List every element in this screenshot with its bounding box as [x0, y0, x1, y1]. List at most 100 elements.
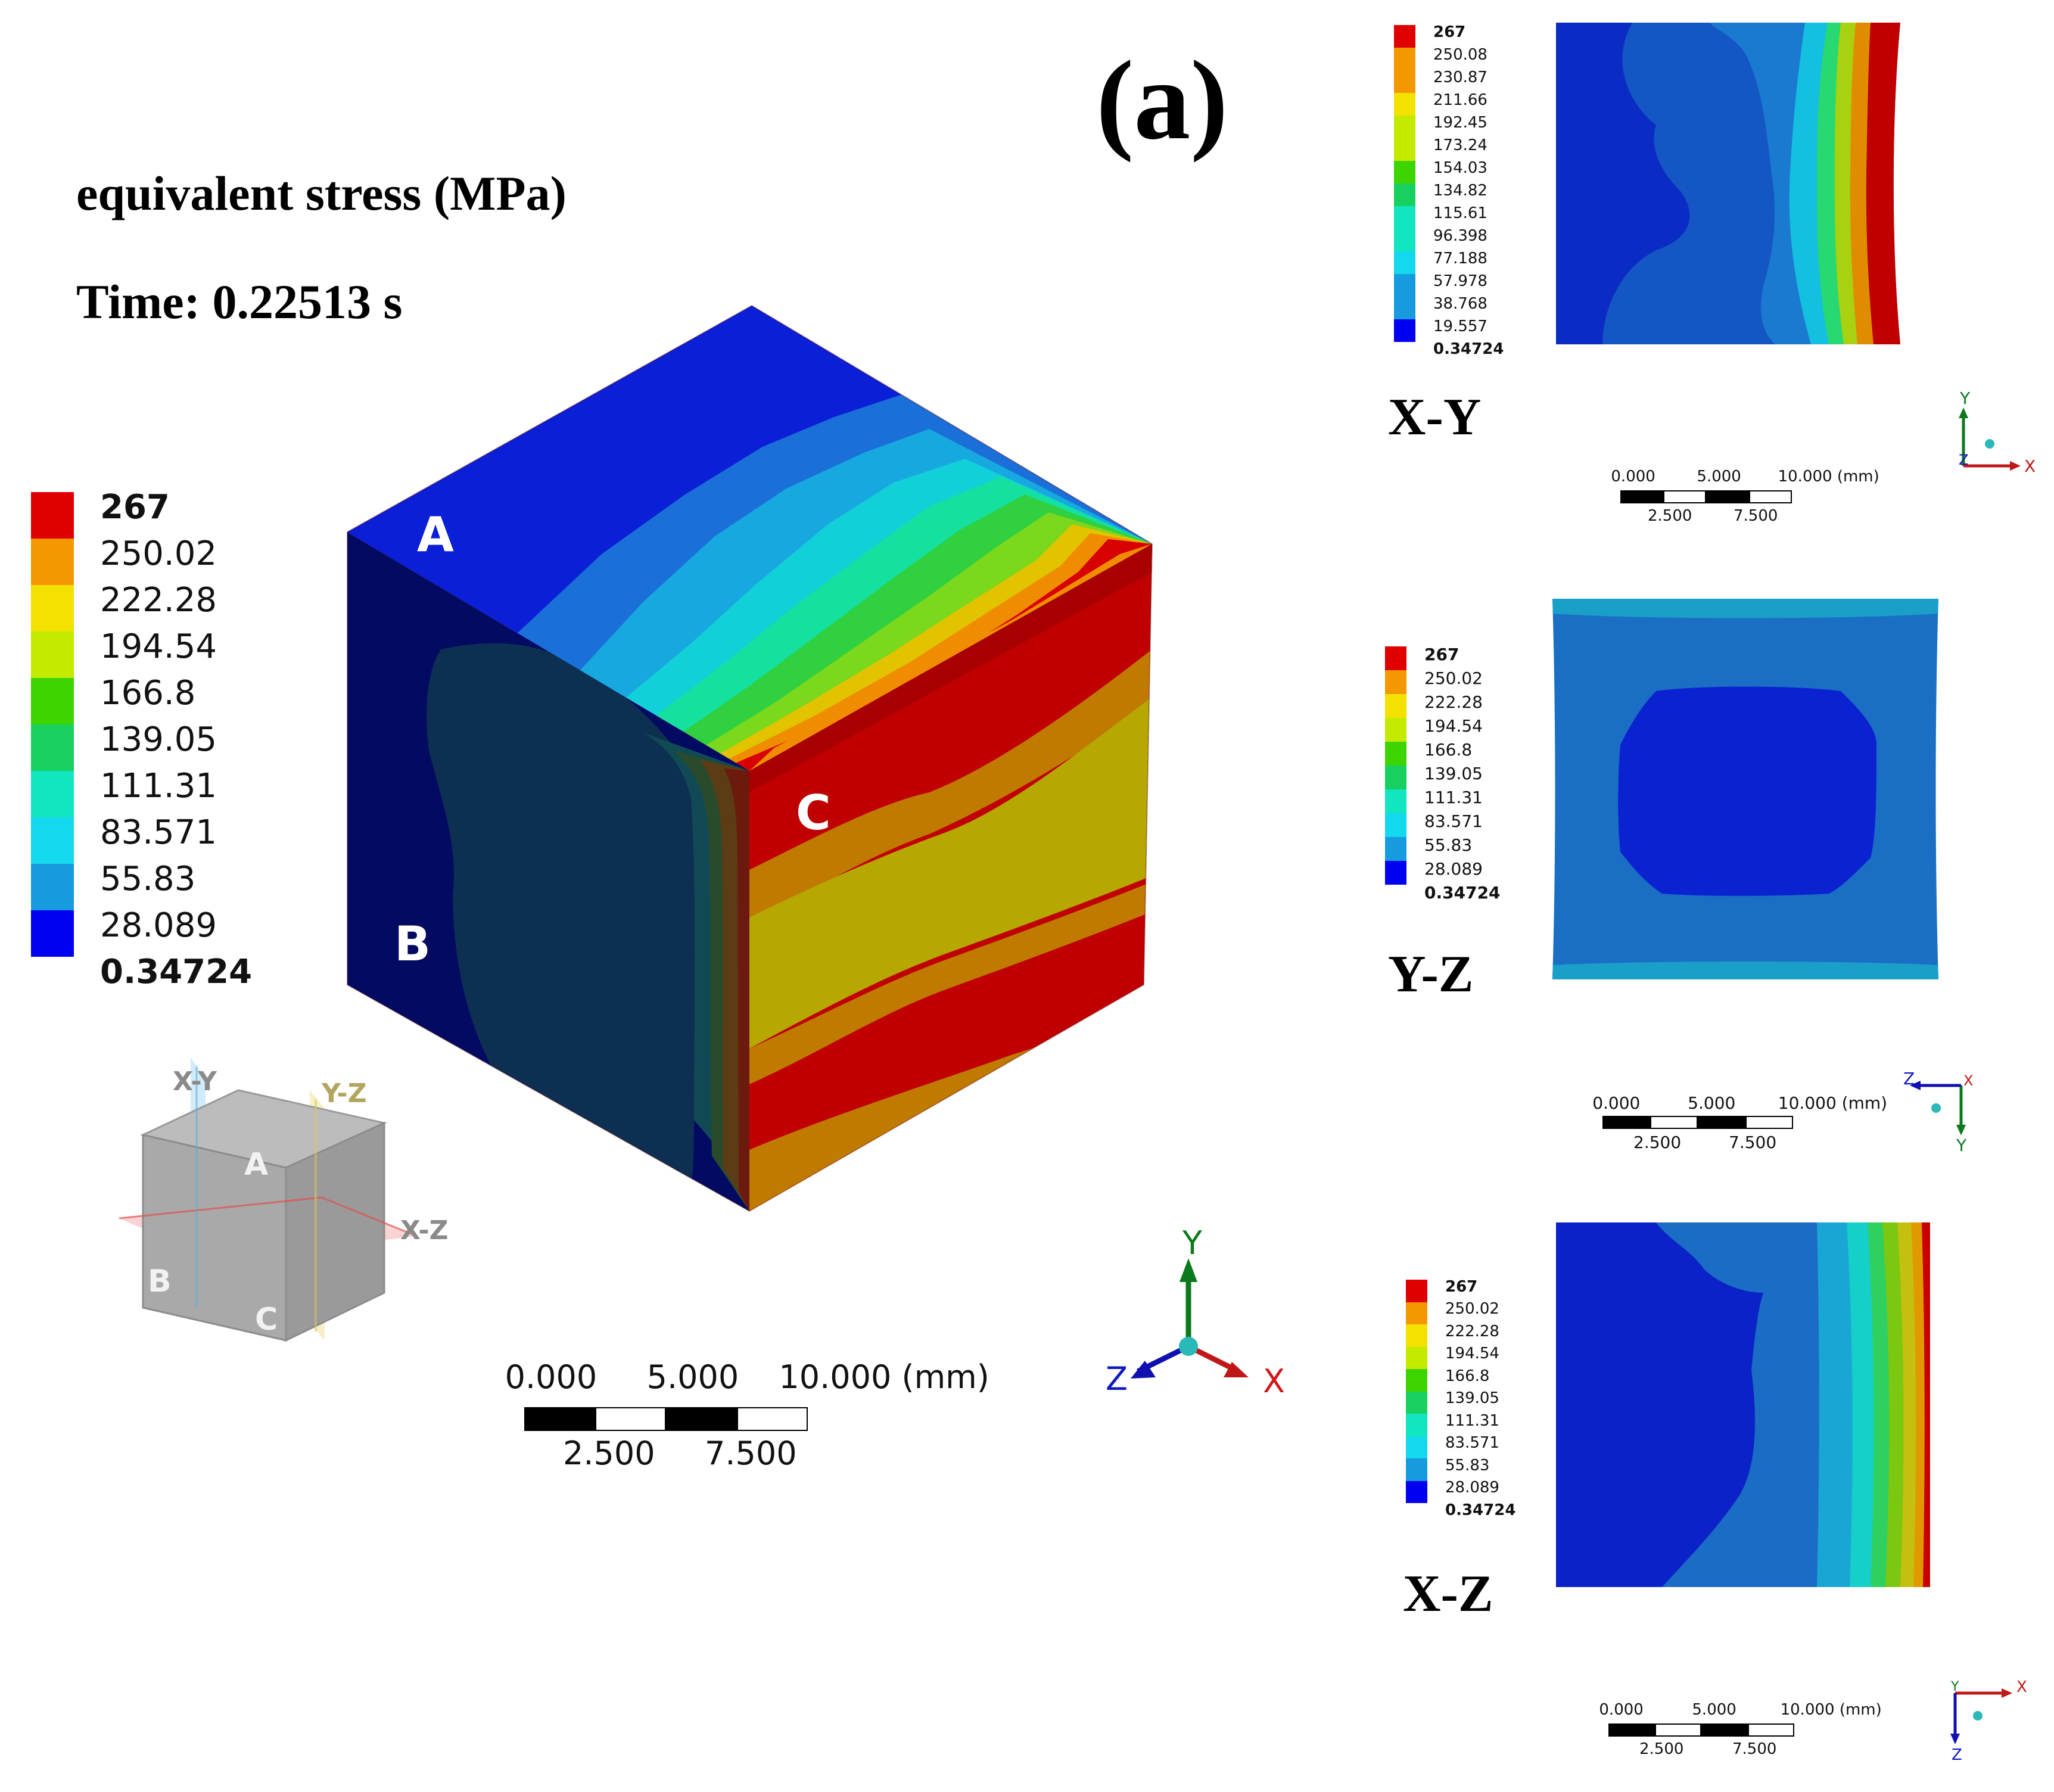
legend-value: 28.089 — [100, 906, 217, 945]
scale-label-top: 5.000 — [646, 1358, 739, 1396]
legend-swatch — [1394, 206, 1415, 229]
scale-label-top: 0.000 — [1599, 1701, 1644, 1719]
legend-value: 222.28 — [100, 581, 217, 620]
legend-swatch — [1394, 297, 1415, 319]
scale-segment — [1608, 1723, 1655, 1737]
legend-value: 166.8 — [100, 674, 196, 713]
legend-swatch — [31, 910, 74, 957]
xy-section-plot — [1556, 23, 1900, 344]
legend-swatch — [31, 724, 74, 771]
legend-value: 139.05 — [1424, 763, 1483, 783]
scale-segment — [1749, 490, 1792, 503]
scale-label-bottom: 7.500 — [1732, 1740, 1777, 1758]
face-b-contours — [347, 532, 749, 1211]
legend-swatch — [1385, 861, 1406, 885]
legend-value: 55.83 — [100, 860, 196, 899]
xz-axis-h: X — [2016, 1678, 2027, 1696]
legend-swatch — [31, 864, 74, 910]
scale-segment — [595, 1407, 666, 1431]
legend-value: 194.54 — [1424, 715, 1483, 736]
legend-value: 28.089 — [1424, 858, 1483, 879]
scale-segment — [1602, 1116, 1650, 1129]
legend-value: 211.66 — [1433, 91, 1487, 109]
legend-swatch — [1394, 229, 1415, 251]
panel-label: (a) — [1096, 38, 1228, 163]
xy-axis-v: Y — [1959, 388, 1971, 408]
legend-value: 267 — [1424, 644, 1459, 664]
legend-swatch — [31, 817, 74, 864]
legend-value: 19.557 — [1433, 317, 1487, 335]
xy-axis-third: Z — [1959, 452, 1968, 468]
legend-swatch — [1394, 251, 1415, 274]
yz-scale-bar: 0.000 5.000 10.000 (mm) 2.500 7.500 — [1585, 1093, 1894, 1159]
legend-value: 154.03 — [1433, 158, 1487, 177]
scale-label-bottom: 2.500 — [1633, 1133, 1682, 1152]
yz-axis-third: X — [1963, 1072, 1973, 1089]
legend-swatch — [31, 678, 74, 724]
legend-value: 166.8 — [1424, 739, 1473, 760]
legend-swatch — [31, 585, 74, 631]
scale-segment — [1745, 1116, 1793, 1129]
yz-axis-v: Y — [1956, 1135, 1967, 1155]
scale-segment — [1650, 1116, 1698, 1129]
legend-value: 38.768 — [1433, 294, 1487, 313]
schematic-face-b: B — [148, 1264, 172, 1299]
legend-swatch — [1385, 813, 1406, 837]
legend-swatch — [1406, 1346, 1427, 1369]
plot-title: equivalent stress (MPa) — [76, 166, 567, 220]
legend-value: 57.978 — [1433, 272, 1487, 290]
legend-value: 194.54 — [100, 627, 217, 667]
scale-label-top: 0.000 — [505, 1358, 597, 1396]
legend-swatch — [1406, 1480, 1427, 1503]
legend-swatch — [1394, 48, 1415, 70]
legend-swatch — [1385, 742, 1406, 766]
scale-segment — [1663, 490, 1706, 503]
main-stress-cube: A B C — [347, 304, 1153, 1212]
legend-value: 139.05 — [100, 720, 217, 760]
yz-section-plot — [1552, 599, 1938, 979]
scale-segment — [1748, 1723, 1794, 1737]
legend-value: 250.02 — [100, 534, 217, 574]
scale-segment — [524, 1407, 595, 1431]
scale-segment — [737, 1407, 808, 1431]
scale-label-bottom: 7.500 — [1734, 507, 1778, 525]
xz-scale-bar: 0.000 5.000 10.000 (mm) 2.500 7.500 — [1591, 1701, 1900, 1766]
legend-swatch — [1394, 25, 1415, 48]
view-label-xy: X-Y — [1388, 388, 1482, 446]
legend-swatch — [1406, 1391, 1427, 1414]
scale-segment — [1698, 1116, 1745, 1129]
axis-label-z: Z — [1106, 1360, 1128, 1398]
legend-swatch — [1385, 694, 1406, 718]
legend-swatch — [1385, 837, 1406, 861]
legend-swatch — [1406, 1414, 1427, 1436]
legend-value: 267 — [100, 488, 170, 527]
scale-label-bottom: 2.500 — [1639, 1740, 1684, 1758]
scale-segment — [666, 1407, 737, 1431]
legend-value: 83.571 — [1445, 1434, 1499, 1452]
legend-value: 173.24 — [1433, 136, 1487, 154]
legend-value: 194.54 — [1445, 1345, 1499, 1363]
legend-value: 267 — [1445, 1277, 1478, 1296]
section-plane-schematic: X-Y Y-Z X-Z A B C — [119, 1057, 449, 1342]
xy-axis-h: X — [2024, 456, 2036, 476]
legend-value: 96.398 — [1433, 226, 1487, 245]
legend-swatch — [1385, 670, 1406, 694]
yz-axis-triad: Z Y X — [1903, 1069, 1973, 1155]
xz-axis-third: Y — [1950, 1679, 1959, 1694]
legend-value: 0.34724 — [1445, 1501, 1516, 1519]
xy-axis-triad: Y X Z — [1959, 388, 2036, 476]
legend-swatch — [1406, 1302, 1427, 1324]
legend-value: 77.188 — [1433, 249, 1487, 267]
legend-value: 222.28 — [1424, 692, 1483, 712]
legend-swatch — [1385, 766, 1406, 789]
scale-label-top: 0.000 — [1611, 468, 1655, 486]
plane-label-yz: Y-Z — [321, 1078, 367, 1109]
view-label-xz: X-Z — [1403, 1565, 1493, 1623]
main-scale-bar: 0.000 5.000 10.000 (mm) 2.500 7.500 — [483, 1358, 989, 1477]
legend-value: 267 — [1433, 23, 1466, 41]
scale-label-top: 10.000 (mm) — [779, 1358, 989, 1396]
legend-swatch — [1385, 646, 1406, 670]
legend-value: 111.31 — [100, 767, 217, 806]
xz-section-plot — [1556, 1222, 1930, 1587]
legend-value: 192.45 — [1433, 113, 1487, 132]
